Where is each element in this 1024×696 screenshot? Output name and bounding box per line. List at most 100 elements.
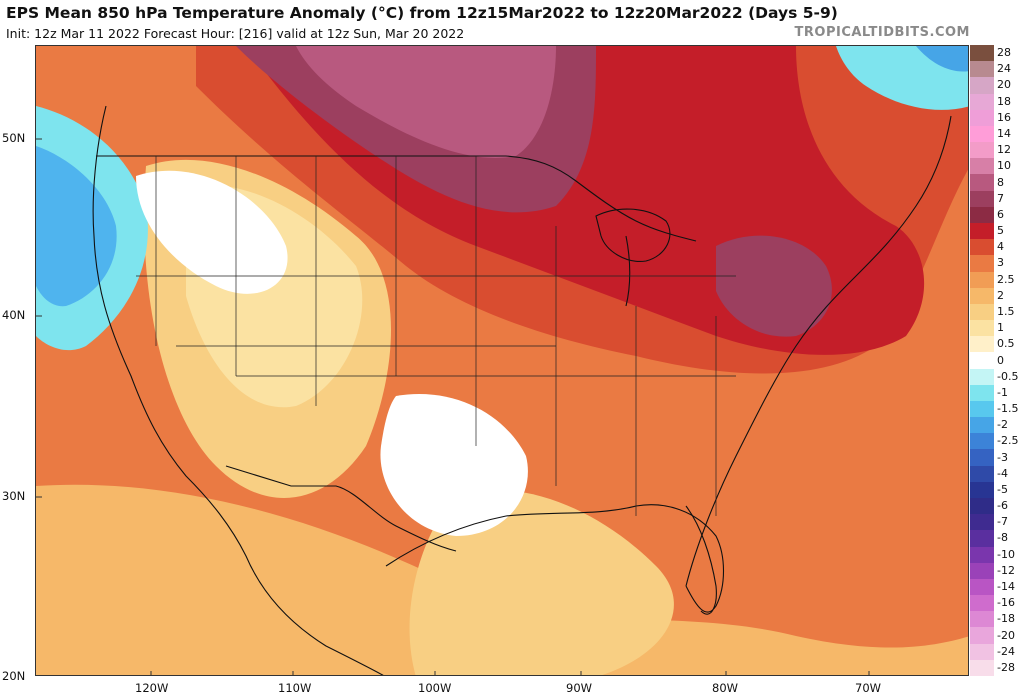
colorbar-swatch <box>970 158 994 175</box>
colorbar-swatch <box>970 384 994 402</box>
colorbar-swatch <box>970 368 994 386</box>
colorbar-swatch <box>970 93 994 111</box>
colorbar-swatch <box>970 142 994 159</box>
colorbar-label: 14 <box>997 126 1011 140</box>
atlantic-coast <box>685 115 952 587</box>
colorbar-label: 18 <box>997 94 1011 108</box>
colorbar-swatch <box>970 562 994 580</box>
warm-band-gulf <box>409 489 674 675</box>
lon-label-110w: 110W <box>278 681 312 695</box>
colorbar-swatch <box>970 303 994 321</box>
colorbar-label: -24 <box>997 644 1015 658</box>
colorbar-label: 2.5 <box>997 272 1015 286</box>
colorbar-swatch <box>970 433 994 450</box>
colorbar-label: -16 <box>997 596 1015 610</box>
colorbar-label: -7 <box>997 515 1008 529</box>
chart-subtitle: Init: 12z Mar 11 2022 Forecast Hour: [21… <box>6 26 465 41</box>
colorbar-label: 0.5 <box>997 337 1015 351</box>
lat-label-30n: 30N <box>2 489 26 503</box>
lat-label-40n: 40N <box>2 308 26 322</box>
colorbar-swatch <box>970 352 994 370</box>
colorbar-swatch <box>970 61 994 78</box>
colorbar-swatch <box>970 400 994 418</box>
colorbar-label: -0.5 <box>997 369 1019 383</box>
colorbar-swatch <box>970 449 994 467</box>
colorbar-label: 1.5 <box>997 304 1015 318</box>
colorbar-swatch <box>970 465 994 483</box>
lon-label-90w: 90W <box>566 681 593 695</box>
colorbar-swatch <box>970 546 994 564</box>
colorbar-label: 12 <box>997 143 1011 157</box>
colorbar-swatch <box>970 595 994 612</box>
colorbar-swatch <box>970 174 994 192</box>
great-lakes <box>595 208 671 262</box>
colorbar-label: 0 <box>997 353 1004 367</box>
southern-plains-neutral <box>380 394 528 536</box>
colorbar-swatch <box>970 611 994 628</box>
colorbar-swatch <box>970 320 994 337</box>
colorbar-label: -6 <box>997 499 1008 513</box>
colorbar-swatch <box>970 287 994 305</box>
colorbar-label: 7 <box>997 191 1004 205</box>
colorbar-label: -18 <box>997 612 1015 626</box>
northern-plains-core <box>296 46 556 158</box>
colorbar-label: 8 <box>997 175 1004 189</box>
colorbar <box>970 45 994 677</box>
colorbar-swatch <box>970 190 994 208</box>
lon-label-100w: 100W <box>418 681 452 695</box>
colorbar-swatch <box>970 578 994 596</box>
northeast-max <box>716 235 832 337</box>
colorbar-swatch <box>970 498 994 515</box>
colorbar-label: 5 <box>997 224 1004 238</box>
colorbar-label: 24 <box>997 62 1011 76</box>
colorbar-label: 1 <box>997 321 1004 335</box>
colorbar-label: -2.5 <box>997 434 1019 448</box>
colorbar-label: -2 <box>997 418 1008 432</box>
colorbar-swatch <box>970 643 994 661</box>
brand-label: TROPICALTIDBITS.COM <box>794 25 970 40</box>
colorbar-swatch <box>970 255 994 272</box>
colorbar-swatch <box>970 417 994 434</box>
colorbar-label: -28 <box>997 660 1015 674</box>
colorbar-label: -5 <box>997 482 1008 496</box>
colorbar-swatch <box>970 125 994 143</box>
chart-title: EPS Mean 850 hPa Temperature Anomaly (°C… <box>6 4 838 22</box>
state-borders <box>136 156 736 516</box>
colorbar-label: -3 <box>997 450 1008 464</box>
colorbar-label: -1 <box>997 385 1008 399</box>
colorbar-swatch <box>970 109 994 127</box>
lon-label-80w: 80W <box>712 681 739 695</box>
colorbar-swatch <box>970 627 994 645</box>
colorbar-label: -20 <box>997 628 1015 642</box>
lat-label-20n: 20N <box>2 669 26 683</box>
northeast-arctic-core <box>916 46 968 72</box>
warm-band-south <box>36 484 968 675</box>
colorbar-swatch <box>970 77 994 95</box>
northwest-neutral <box>136 170 288 294</box>
colorbar-label: -8 <box>997 531 1008 545</box>
florida <box>685 505 717 615</box>
colorbar-label: 16 <box>997 110 1011 124</box>
lat-label-50n: 50N <box>2 131 26 145</box>
colorbar-swatch <box>970 271 994 289</box>
map-svg <box>36 46 968 675</box>
grid-ticks <box>36 138 870 675</box>
colorbar-swatch <box>970 45 994 62</box>
colorbar-label: 20 <box>997 78 1011 92</box>
coastlines <box>92 105 952 675</box>
colorbar-label: 28 <box>997 46 1011 60</box>
pacific-coast <box>92 105 384 675</box>
gulf-coast <box>385 504 724 613</box>
colorbar-label: 10 <box>997 159 1011 173</box>
colorbar-label: -12 <box>997 563 1015 577</box>
colorbar-label: 6 <box>997 207 1004 221</box>
colorbar-label: 3 <box>997 256 1004 270</box>
lake-michigan <box>625 235 631 307</box>
colorbar-label: -4 <box>997 466 1008 480</box>
colorbar-swatch <box>970 206 994 224</box>
colorbar-swatch <box>970 659 994 677</box>
map-panel <box>35 45 969 676</box>
colorbar-swatch <box>970 222 994 240</box>
colorbar-swatch <box>970 481 994 499</box>
colorbar-swatch <box>970 514 994 531</box>
